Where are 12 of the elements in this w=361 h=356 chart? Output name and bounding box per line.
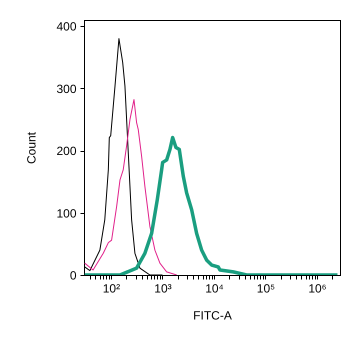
y-tick-label: 300 (56, 82, 77, 96)
x-tick-label: 10³ (154, 282, 172, 296)
y-tick-label: 400 (56, 20, 77, 34)
x-tick-label: 10⁵ (256, 282, 276, 296)
y-tick-label: 200 (56, 144, 77, 158)
y-axis-title: Count (24, 131, 38, 164)
x-axis-title: FITC-A (193, 308, 232, 322)
x-tick-label: 10⁴ (205, 282, 224, 296)
x-tick-label: 10⁶ (308, 282, 327, 296)
y-tick-label: 0 (70, 268, 77, 282)
x-tick-label: 10² (102, 282, 120, 296)
y-tick-label: 100 (56, 206, 77, 220)
